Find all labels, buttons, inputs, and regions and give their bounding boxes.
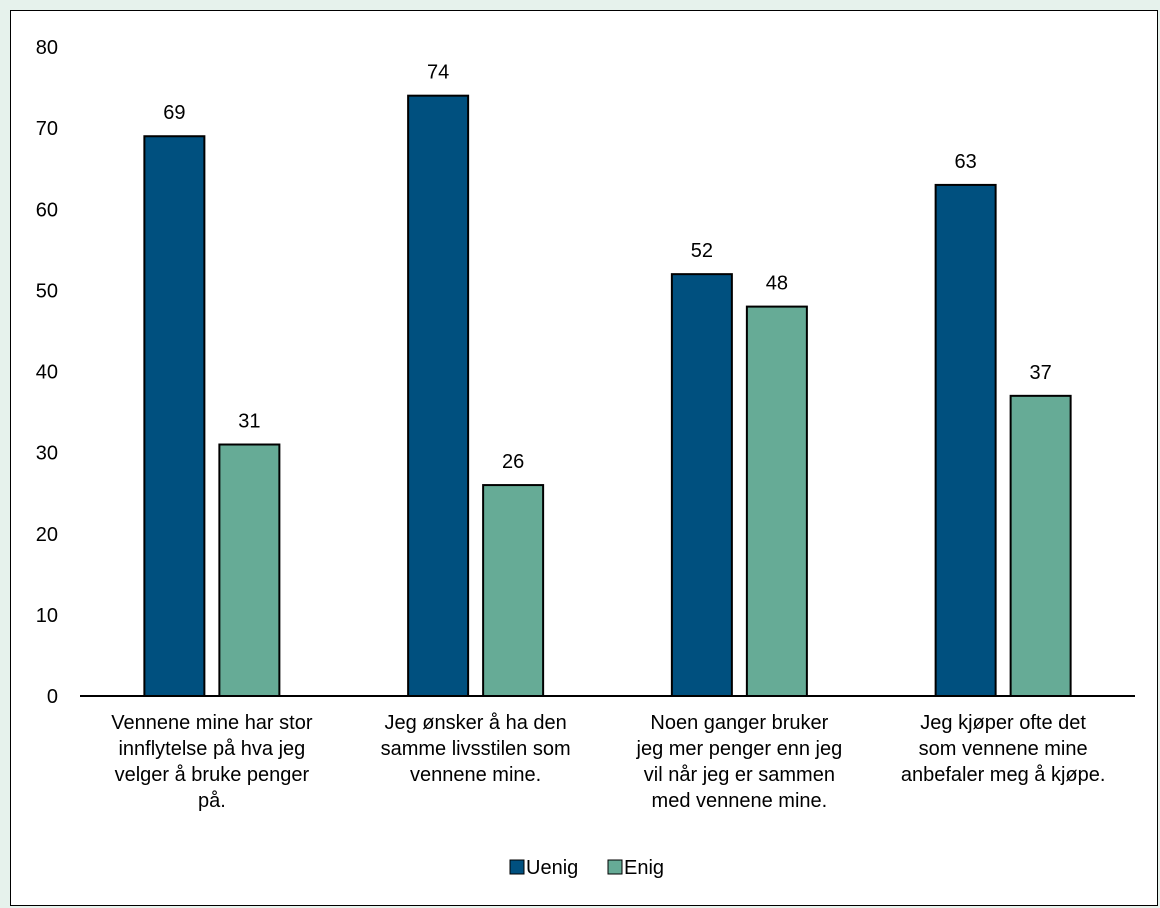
- bar-enig-1: [218, 443, 281, 698]
- bar-group: [143, 94, 1072, 698]
- y-tick-label-10: 10: [36, 605, 58, 627]
- data-label-group: 69 31 74 26 52 48 63 37: [163, 62, 1052, 473]
- category-label-4: Jeg kjøper ofte det som vennene mine anbef…: [901, 712, 1106, 786]
- y-tick-label-70: 70: [36, 118, 58, 140]
- data-label-enig-2: 26: [502, 451, 524, 473]
- category-label-1: Vennene mine har stor innflytelse på hva …: [111, 712, 313, 812]
- data-label-uenig-1: 69: [163, 102, 185, 124]
- legend-swatch-enig: [607, 859, 623, 875]
- category-label-group: Vennene mine har stor innflytelse på hva …: [111, 712, 1105, 812]
- y-axis-tick-labels: 0 10 20 30 40 50 60 70 80: [36, 37, 58, 708]
- bar-uenig-3: [670, 273, 733, 697]
- category-label-2: Jeg ønsker å ha den samme livsstilen som v…: [381, 712, 571, 786]
- bar-uenig-1: [143, 135, 206, 698]
- y-tick-label-60: 60: [36, 199, 58, 221]
- bar-enig-3: [745, 305, 808, 697]
- y-tick-label-40: 40: [36, 362, 58, 384]
- bar-uenig-4: [934, 183, 997, 697]
- legend-label-uenig: Uenig: [526, 857, 578, 879]
- data-label-enig-3: 48: [766, 273, 788, 295]
- legend: Uenig Enig: [509, 857, 664, 879]
- y-tick-label-20: 20: [36, 524, 58, 546]
- legend-swatch-uenig: [509, 859, 525, 875]
- data-label-uenig-3: 52: [691, 240, 713, 262]
- data-label-uenig-4: 63: [955, 151, 977, 173]
- data-label-enig-4: 37: [1030, 362, 1052, 384]
- bar-uenig-2: [407, 94, 470, 698]
- bar-enig-4: [1009, 394, 1072, 697]
- y-tick-label-0: 0: [47, 686, 58, 708]
- bar-enig-2: [482, 484, 545, 698]
- data-label-enig-1: 31: [238, 411, 260, 433]
- data-label-uenig-2: 74: [427, 62, 449, 84]
- category-label-3: Noen ganger bruker jeg mer penger enn jeg…: [636, 712, 843, 812]
- y-tick-label-80: 80: [36, 37, 58, 59]
- legend-label-enig: Enig: [624, 857, 664, 879]
- y-tick-label-30: 30: [36, 443, 58, 465]
- y-tick-label-50: 50: [36, 280, 58, 302]
